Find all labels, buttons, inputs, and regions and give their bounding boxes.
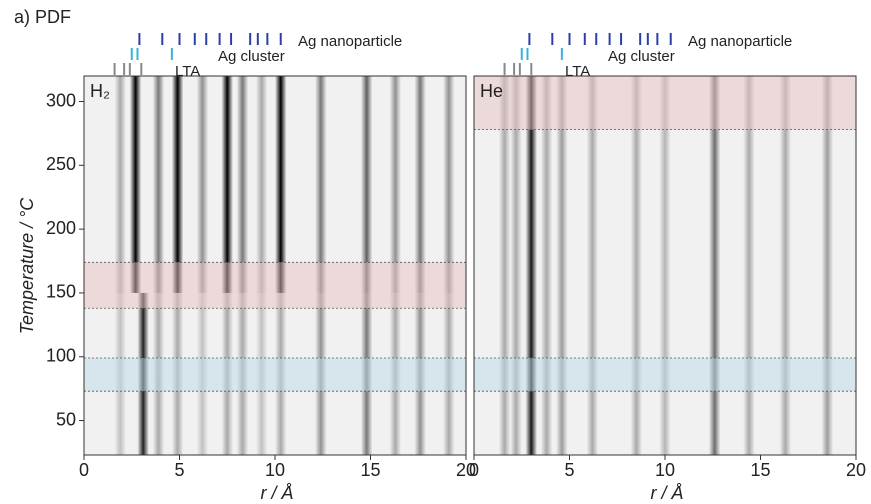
peak-stripe [221, 76, 233, 293]
x-tick-label: 5 [564, 460, 574, 480]
reference-label: Ag cluster [608, 48, 675, 65]
x-tick-label: 15 [750, 460, 770, 480]
peak-stripe [498, 76, 511, 455]
peak-stripe [743, 76, 755, 455]
peak-stripe [708, 76, 721, 455]
peak-stripe [540, 76, 553, 455]
x-axis-title: r / Å [260, 483, 293, 503]
x-tick-label: 10 [265, 460, 285, 480]
temperature-band [84, 262, 466, 309]
y-tick-label: 150 [46, 282, 76, 302]
y-axis-title: Temperature / °C [17, 197, 37, 335]
peak-stripe [236, 76, 249, 293]
peak-stripe [556, 76, 568, 455]
temperature-band [84, 358, 466, 392]
peak-stripe [129, 76, 142, 293]
peak-stripe [586, 76, 599, 455]
y-tick-label: 200 [46, 218, 76, 238]
reference-label: LTA [565, 63, 590, 80]
x-tick-label: 20 [456, 460, 476, 480]
y-tick-label: 100 [46, 345, 76, 365]
peak-stripe [171, 76, 184, 293]
peak-stripe [659, 76, 671, 455]
x-axis-title: r / Å [650, 483, 683, 503]
peak-stripe [152, 76, 165, 293]
reference-label: Ag nanoparticle [298, 33, 402, 50]
x-tick-label: 10 [655, 460, 675, 480]
y-tick-label: 300 [46, 90, 76, 110]
peak-stripe [779, 76, 792, 455]
peak-stripe [389, 76, 402, 293]
peak-stripe [630, 76, 643, 455]
reference-label: Ag nanoparticle [688, 33, 792, 50]
y-tick-label: 50 [56, 409, 76, 429]
panel-label: H₂ [90, 81, 110, 101]
x-tick-label: 5 [174, 460, 184, 480]
peak-stripe [821, 76, 834, 455]
chart-title: a) PDF [14, 7, 71, 27]
y-tick-label: 250 [46, 154, 76, 174]
peak-stripe [315, 76, 327, 293]
reference-label: Ag cluster [218, 48, 285, 65]
peak-stripe [360, 76, 373, 293]
x-tick-label: 15 [360, 460, 380, 480]
peak-stripe [196, 76, 209, 293]
x-tick-label: 20 [846, 460, 866, 480]
x-tick-label: 0 [469, 460, 479, 480]
peak-stripe [510, 76, 522, 455]
x-tick-label: 0 [79, 460, 89, 480]
reference-label: LTA [175, 63, 200, 80]
panel-label: He [480, 81, 503, 101]
temperature-band [474, 76, 856, 130]
peak-stripe [443, 76, 455, 293]
peak-stripe [275, 76, 287, 293]
peak-stripe [525, 76, 538, 455]
peak-stripe [255, 76, 268, 293]
temperature-band [474, 358, 856, 392]
peak-stripe [114, 76, 127, 293]
peak-stripe [414, 76, 426, 293]
